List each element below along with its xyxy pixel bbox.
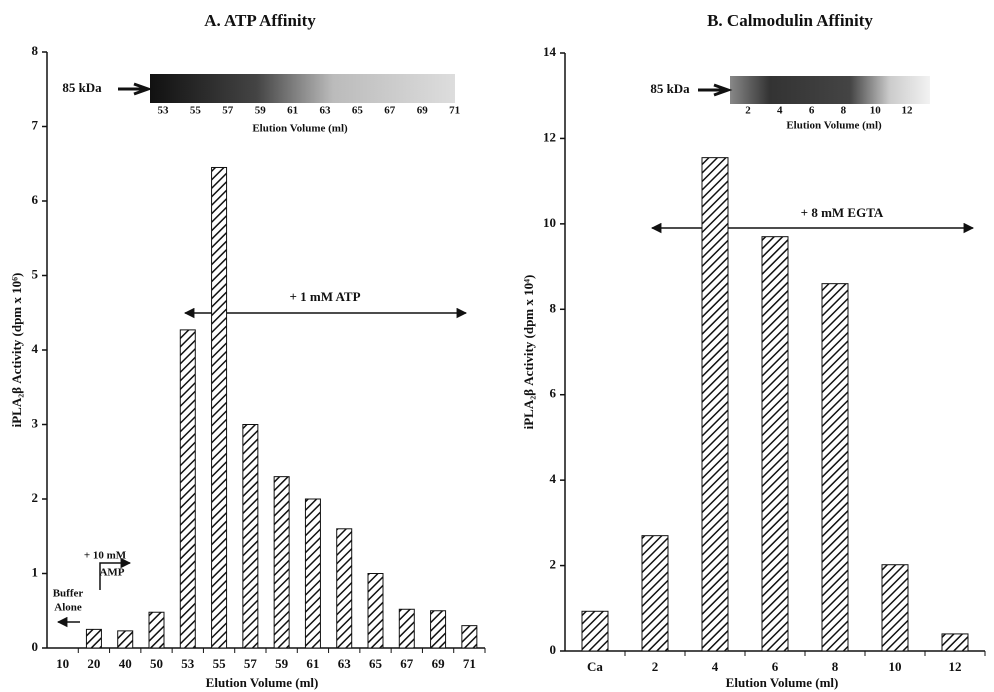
- bar: [461, 625, 478, 649]
- gel-x-label: Elution Volume (ml): [786, 120, 882, 132]
- y-tick-label: 8: [32, 43, 39, 58]
- x-tick-label: 55: [213, 656, 227, 671]
- annotation: Alone: [54, 602, 82, 614]
- x-tick-label: Ca: [587, 659, 603, 674]
- x-tick-label: 63: [338, 656, 352, 671]
- chart-title: B. Calmodulin Affinity: [707, 11, 873, 30]
- y-tick-label: 3: [32, 415, 39, 430]
- gel-label: 85 kDa: [650, 81, 690, 96]
- x-tick-label: 2: [652, 659, 659, 674]
- y-tick-label: 8: [550, 300, 557, 315]
- annotation: Buffer: [53, 588, 84, 600]
- gel-lane-label: 71: [449, 105, 460, 117]
- y-tick-label: 0: [32, 639, 39, 654]
- bar: [242, 424, 259, 649]
- bar: [641, 535, 669, 652]
- x-tick-label: 8: [832, 659, 839, 674]
- y-tick-label: 2: [32, 490, 39, 505]
- x-tick-label: 67: [400, 656, 414, 671]
- y-tick-label: 4: [550, 471, 557, 486]
- gel-lane-label: 6: [809, 105, 815, 117]
- bar: [367, 573, 384, 649]
- x-tick-label: 65: [369, 656, 383, 671]
- x-tick-label: 57: [244, 656, 258, 671]
- bar: [761, 236, 789, 652]
- y-tick-label: 4: [32, 341, 39, 356]
- x-axis-label: Elution Volume (ml): [206, 675, 319, 690]
- x-tick-label: 59: [275, 656, 289, 671]
- y-tick-label: 0: [550, 642, 557, 657]
- gel-arrow: [118, 82, 153, 96]
- y-tick-label: 6: [550, 386, 557, 401]
- gel-lane-label: 63: [320, 105, 332, 117]
- gel-lane-label: 59: [255, 105, 267, 117]
- bar: [821, 283, 849, 652]
- y-tick-label: 14: [543, 44, 557, 59]
- y-tick-label: 7: [32, 117, 39, 132]
- x-tick-label: 12: [949, 659, 962, 674]
- bar: [211, 166, 228, 649]
- bar: [581, 610, 609, 652]
- x-tick-label: 69: [432, 656, 446, 671]
- chart-title: A. ATP Affinity: [204, 11, 316, 30]
- gel-lane-label: 65: [352, 105, 364, 117]
- annotation: + 1 mM ATP: [289, 289, 360, 304]
- bar: [273, 476, 290, 649]
- gel-lane-label: 10: [870, 105, 882, 117]
- x-tick-label: 20: [87, 656, 100, 671]
- annotation: + 8 mM EGTA: [801, 205, 884, 220]
- x-tick-label: 10: [56, 656, 69, 671]
- gel-label: 85 kDa: [62, 80, 102, 95]
- y-tick-label: 10: [543, 215, 556, 230]
- x-tick-label: 4: [712, 659, 719, 674]
- bar: [398, 608, 415, 649]
- y-tick-label: 12: [543, 129, 556, 144]
- y-axis-label: iPLA₂β Activity (dpm x 10⁶): [9, 273, 24, 428]
- x-tick-label: 40: [119, 656, 132, 671]
- gel-lane-label: 67: [384, 105, 396, 117]
- x-tick-label: 61: [306, 656, 319, 671]
- gel-arrow: [698, 83, 733, 97]
- y-tick-label: 5: [32, 266, 39, 281]
- bar: [85, 628, 102, 649]
- gel-image: [150, 74, 455, 103]
- y-axis-label: iPLA₂β Activity (dpm x 10⁴): [521, 275, 536, 430]
- bar: [304, 498, 321, 649]
- gel-lane-label: 2: [745, 105, 751, 117]
- x-tick-label: 50: [150, 656, 163, 671]
- gel-lane-label: 12: [902, 105, 914, 117]
- x-tick-label: 71: [463, 656, 476, 671]
- bar: [179, 329, 196, 649]
- annotation-arrow: [99, 557, 132, 590]
- gel-lane-label: 57: [222, 105, 234, 117]
- gel-lane-label: 61: [287, 105, 298, 117]
- bar: [117, 630, 134, 649]
- gel-lane-label: 8: [841, 105, 847, 117]
- bar: [941, 633, 969, 652]
- x-tick-label: 6: [772, 659, 779, 674]
- y-tick-label: 2: [550, 557, 557, 572]
- gel-lane-label: 69: [417, 105, 429, 117]
- annotation: + 10 mM: [84, 550, 127, 562]
- bar: [881, 564, 909, 652]
- bar: [430, 610, 447, 649]
- x-tick-label: 10: [889, 659, 902, 674]
- gel-lane-label: 4: [777, 105, 783, 117]
- x-axis-label: Elution Volume (ml): [726, 675, 839, 690]
- gel-image: [730, 76, 930, 104]
- x-tick-label: 53: [181, 656, 195, 671]
- bar: [701, 157, 729, 652]
- annotation: AMP: [99, 567, 124, 579]
- gel-x-label: Elution Volume (ml): [252, 123, 348, 135]
- y-tick-label: 1: [32, 564, 39, 579]
- gel-lane-label: 53: [158, 105, 170, 117]
- gel-lane-label: 55: [190, 105, 202, 117]
- y-tick-label: 6: [32, 192, 39, 207]
- bar: [148, 611, 165, 649]
- bar: [336, 528, 353, 649]
